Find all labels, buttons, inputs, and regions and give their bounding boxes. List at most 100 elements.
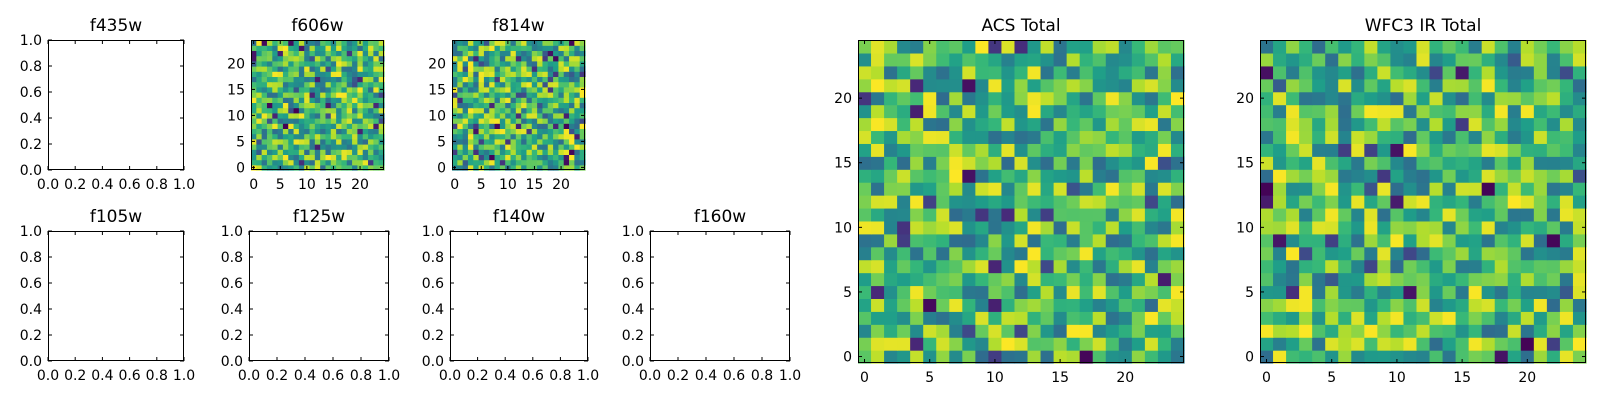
heatmap-cell <box>1546 117 1561 132</box>
heatmap-cell <box>1546 207 1561 222</box>
x-tick-label: 20 <box>351 177 369 193</box>
heatmap-cell <box>910 311 924 325</box>
heatmap-cell <box>483 81 490 88</box>
heatmap-cell <box>330 133 337 140</box>
heatmap-cell <box>1351 311 1365 325</box>
heatmap-cell <box>988 130 1003 144</box>
x-tick-label: 0.6 <box>118 368 140 384</box>
heatmap-cell <box>531 159 538 166</box>
heatmap-cell <box>1170 324 1185 338</box>
heatmap-cell <box>897 195 911 209</box>
heatmap-cell <box>1546 195 1561 209</box>
heatmap-cell <box>293 133 300 140</box>
heatmap-cell <box>266 81 273 88</box>
x-tick-label: 0.6 <box>723 368 745 384</box>
heatmap-cell <box>537 123 544 129</box>
heatmap-cell <box>569 102 575 109</box>
heatmap-cell <box>1416 104 1431 119</box>
heatmap-cell <box>1533 259 1548 274</box>
axes-frame <box>452 40 585 170</box>
heatmap-cell <box>923 246 937 261</box>
heatmap-cell <box>362 118 369 124</box>
heatmap-cell <box>330 128 337 135</box>
heatmap-cell <box>1053 233 1068 248</box>
heatmap-cell <box>314 71 321 77</box>
heatmap-cell <box>1377 195 1391 209</box>
heatmap-cell <box>553 45 559 51</box>
heatmap-cell <box>1170 220 1185 235</box>
heatmap-cell <box>1520 233 1535 248</box>
heatmap-cell <box>368 55 374 62</box>
heatmap-cell <box>923 130 937 144</box>
y-tick-label: 0.4 <box>221 302 243 318</box>
heatmap-cell <box>320 128 327 135</box>
heatmap-cell <box>1079 285 1094 299</box>
heatmap-cell <box>452 45 458 51</box>
heatmap-cell <box>473 45 480 51</box>
heatmap-cell <box>362 149 369 155</box>
heatmap-cell <box>962 117 976 132</box>
heatmap-cell <box>1494 65 1509 80</box>
heatmap-cell <box>452 107 458 114</box>
heatmap-cell <box>1351 91 1365 106</box>
heatmap-cell <box>293 123 300 129</box>
heatmap-cell <box>884 337 898 351</box>
heatmap-cell <box>1559 298 1574 312</box>
heatmap-cell <box>1520 78 1535 93</box>
heatmap-cell <box>1390 65 1405 80</box>
heatmap-cell <box>521 154 528 161</box>
heatmap-cell <box>293 76 300 83</box>
heatmap-cell <box>1260 311 1274 325</box>
heatmap-cell <box>1312 298 1326 312</box>
heatmap-cell <box>1001 156 1016 170</box>
heatmap-cell <box>910 233 924 248</box>
heatmap-cell <box>1014 324 1029 338</box>
heatmap-cell <box>1533 182 1548 196</box>
heatmap-cell <box>272 128 279 135</box>
heatmap-cell <box>325 128 332 135</box>
heatmap-cell <box>304 66 311 72</box>
heatmap-cell <box>256 159 263 166</box>
heatmap-cell <box>897 285 911 299</box>
heatmap-cell <box>1481 52 1496 67</box>
heatmap-cell <box>910 78 924 93</box>
heatmap-cell <box>378 144 385 150</box>
heatmap-cell <box>521 92 528 98</box>
heatmap-cell <box>368 50 374 57</box>
heatmap-cell <box>510 92 517 98</box>
heatmap-cell <box>473 86 480 93</box>
heatmap-cell <box>1468 143 1483 157</box>
heatmap-cell <box>266 66 273 72</box>
heatmap-cell <box>1442 259 1457 274</box>
heatmap-cell <box>1468 324 1483 338</box>
heatmap-cell <box>858 311 872 325</box>
heatmap-cell <box>282 66 289 72</box>
heatmap-cell <box>1520 207 1535 222</box>
heatmap-cell <box>558 102 565 109</box>
heatmap-cell <box>483 159 490 166</box>
heatmap-cell <box>1403 78 1418 93</box>
heatmap-cell <box>452 66 458 72</box>
x-tick-label: 1.0 <box>173 368 195 384</box>
heatmap-cell <box>1403 91 1418 106</box>
heatmap-cell <box>1312 52 1326 67</box>
heatmap-cell <box>1455 104 1470 119</box>
heatmap-cell <box>373 55 380 62</box>
heatmap-cell <box>320 76 327 83</box>
heatmap-cell <box>352 123 358 129</box>
heatmap-cell <box>1533 233 1548 248</box>
heatmap-cell <box>542 71 549 77</box>
heatmap-cell <box>574 40 581 46</box>
heatmap-cell <box>884 259 898 274</box>
heatmap-cell <box>1053 117 1068 132</box>
heatmap-cell <box>357 149 364 155</box>
heatmap-cell <box>553 107 559 114</box>
heatmap-cell <box>1468 182 1483 196</box>
heatmap-cell <box>510 50 517 57</box>
heatmap-cell <box>558 159 565 166</box>
heatmap-cell <box>1286 91 1300 106</box>
heatmap-cell <box>936 272 950 287</box>
heatmap-cell <box>293 102 300 109</box>
heatmap-cell <box>1338 324 1352 338</box>
heatmap-cell <box>483 107 490 114</box>
